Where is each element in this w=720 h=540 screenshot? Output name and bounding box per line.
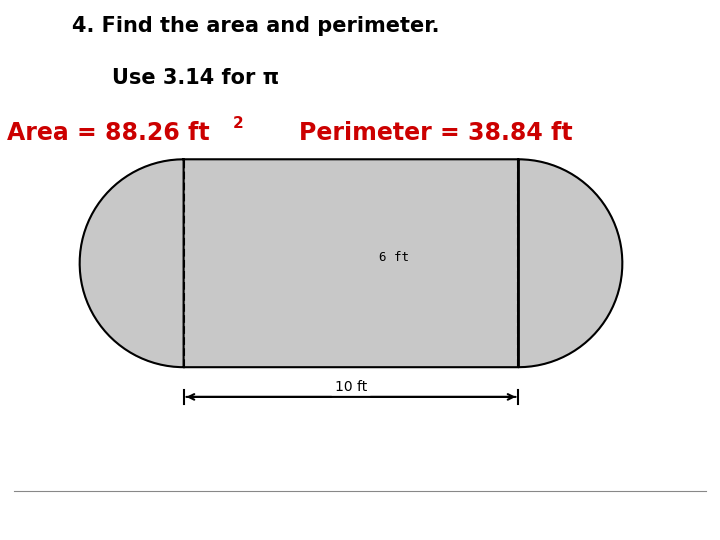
Polygon shape — [80, 159, 622, 367]
Text: Area = 88.26 ft: Area = 88.26 ft — [7, 122, 210, 145]
Text: Perimeter = 38.84 ft: Perimeter = 38.84 ft — [299, 122, 572, 145]
Text: 2: 2 — [233, 116, 243, 131]
Text: 10 ft: 10 ft — [335, 380, 367, 394]
Text: 4. Find the area and perimeter.: 4. Find the area and perimeter. — [72, 16, 439, 36]
Text: Use 3.14 for π: Use 3.14 for π — [112, 68, 279, 87]
Text: 6 ft: 6 ft — [379, 251, 409, 265]
